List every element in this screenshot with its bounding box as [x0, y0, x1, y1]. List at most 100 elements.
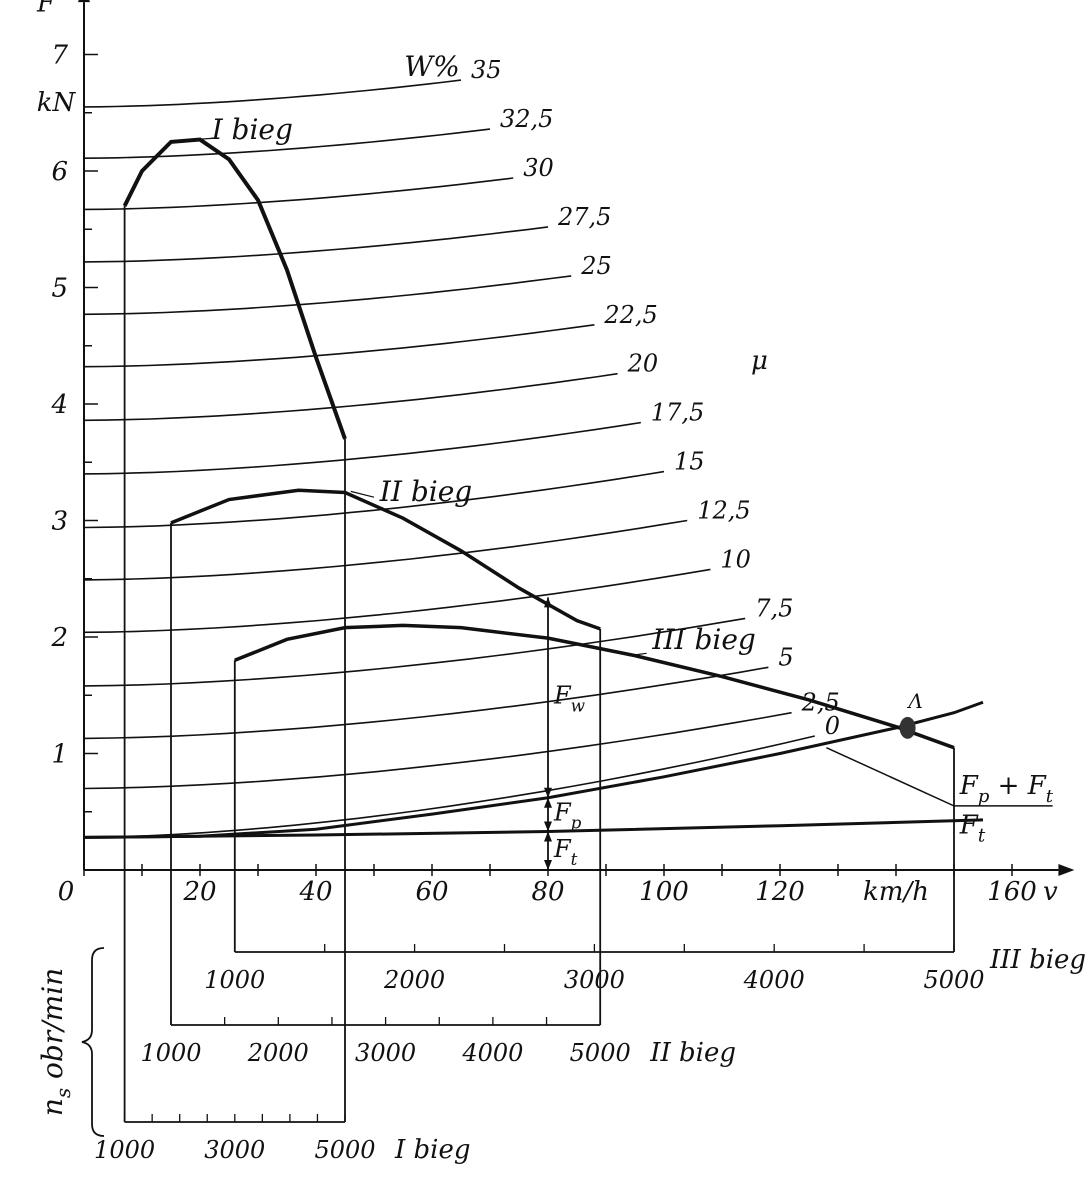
y-tick-label: 6: [51, 157, 68, 187]
gear-curve: [234, 623, 955, 750]
grade-label: 35: [471, 56, 502, 84]
grade-label: 25: [580, 252, 612, 280]
rpm-tick-label: 3000: [355, 1039, 416, 1067]
rpm-gear-label: II bieg: [649, 1038, 736, 1068]
grade-label: 27,5: [557, 203, 611, 231]
y-tick-label: 5: [51, 274, 68, 304]
rpm-brace: [81, 947, 105, 1137]
rpm-tick-label: 4000: [743, 966, 805, 994]
grade-label: 20: [627, 350, 659, 378]
grade-curve: [83, 666, 769, 740]
grade-label: 5: [778, 643, 793, 671]
y-tick-label: 7: [51, 41, 68, 71]
x-tick-label: 120: [755, 877, 805, 907]
grade-curve: [83, 275, 572, 316]
y-axis-unit: kN: [37, 88, 77, 118]
y-tick-label: 3: [51, 507, 68, 537]
force-label: Fp: [553, 799, 582, 833]
force-label: Fw: [553, 682, 586, 716]
force-arrow-head: [544, 787, 552, 798]
grade-curve: [83, 617, 746, 687]
force-arrow-head: [544, 821, 552, 832]
x-tick-label: 0: [58, 877, 75, 907]
rpm-tick-label: 2000: [383, 966, 445, 994]
x-tick-label: 100: [639, 877, 689, 907]
rpm-axis-label: ns obr/min: [36, 968, 75, 1116]
rpm-tick-label: 5000: [314, 1136, 375, 1164]
x-tick-label: 60: [415, 877, 448, 907]
rpm-tick-label: 3000: [204, 1136, 265, 1164]
x-tick-label: 20: [182, 877, 216, 907]
gear-curve: [170, 488, 601, 631]
x-tick-label: 40: [298, 877, 332, 907]
grade-curve: [83, 470, 665, 529]
rpm-tick-label: 1000: [140, 1039, 201, 1067]
resistance-label: Fp + Ft: [959, 771, 1054, 807]
grade-curve: [83, 324, 595, 368]
gear-label-leader: [629, 652, 647, 657]
x-tick-label: 160: [987, 877, 1037, 907]
rpm-tick-label: 1000: [94, 1136, 155, 1164]
grade-curve: [83, 79, 462, 108]
y-tick-label: 2: [50, 623, 68, 653]
y-tick-label: 4: [50, 390, 68, 420]
grade-curve: [83, 735, 815, 839]
y-axis-symbol: F: [36, 0, 56, 19]
grade-symbol: μ: [751, 346, 768, 376]
x-axis-arrow: [1058, 864, 1075, 876]
grade-header: W%: [404, 50, 459, 83]
force-label: Ft: [553, 835, 578, 869]
operating-point-label: Λ: [906, 689, 922, 713]
x-tick-label: 80: [531, 877, 564, 907]
x-axis-symbol: v: [1043, 877, 1058, 907]
grade-curve: [83, 226, 549, 263]
force-arrow-head: [544, 831, 552, 842]
grade-curves: 3532,53027,52522,52017,51512,5107,552,50…: [83, 50, 840, 839]
rpm-tick-label: 5000: [923, 966, 984, 994]
rolling-resistance-curve: [83, 818, 984, 839]
force-arrow-head: [544, 860, 552, 870]
grade-curve: [83, 128, 491, 159]
grade-label: 17,5: [651, 399, 704, 427]
operating-point-marker: [899, 716, 916, 739]
gear-label: I bieg: [211, 113, 293, 146]
resistance-leader: [826, 746, 1053, 807]
grade-label: 10: [720, 545, 751, 573]
rolling-resistance-label: Ft: [959, 810, 986, 846]
grade-label: 7,5: [755, 594, 793, 622]
grade-label: 22,5: [603, 301, 657, 329]
grade-label: 15: [674, 448, 705, 476]
rpm-gear-label: I bieg: [394, 1135, 471, 1165]
grade-label: 12,5: [697, 497, 750, 525]
grade-curve: [83, 711, 792, 790]
gear-curve: [122, 137, 347, 440]
grade-curve: [83, 568, 711, 634]
grade-label: 30: [523, 154, 554, 182]
rpm-tick-label: 2000: [247, 1039, 309, 1067]
rpm-tick-label: 5000: [570, 1039, 631, 1067]
gear-label: II bieg: [379, 475, 472, 508]
resistance-curve: [83, 700, 984, 839]
grade-curve: [83, 421, 641, 475]
rpm-tick-label: 3000: [564, 966, 625, 994]
grade-curve: [83, 372, 618, 422]
rpm-gear-label: III bieg: [989, 945, 1086, 975]
gear-label-leader: [350, 490, 375, 498]
grade-label: 32,5: [500, 105, 553, 133]
force-arrow-head: [544, 597, 552, 608]
rpm-tick-label: 1000: [204, 966, 265, 994]
y-tick-label: 1: [51, 740, 68, 770]
grade-curve: [83, 519, 688, 581]
force-arrow-head: [544, 797, 552, 808]
grade-curve: [83, 177, 514, 211]
rpm-tick-label: 4000: [461, 1039, 523, 1067]
grade-label: 0: [825, 712, 840, 740]
y-axis-arrow: [78, 0, 90, 3]
x-axis-unit: km/h: [863, 877, 929, 907]
gear-label-leader: [194, 137, 212, 141]
gear-label: III bieg: [651, 623, 755, 656]
